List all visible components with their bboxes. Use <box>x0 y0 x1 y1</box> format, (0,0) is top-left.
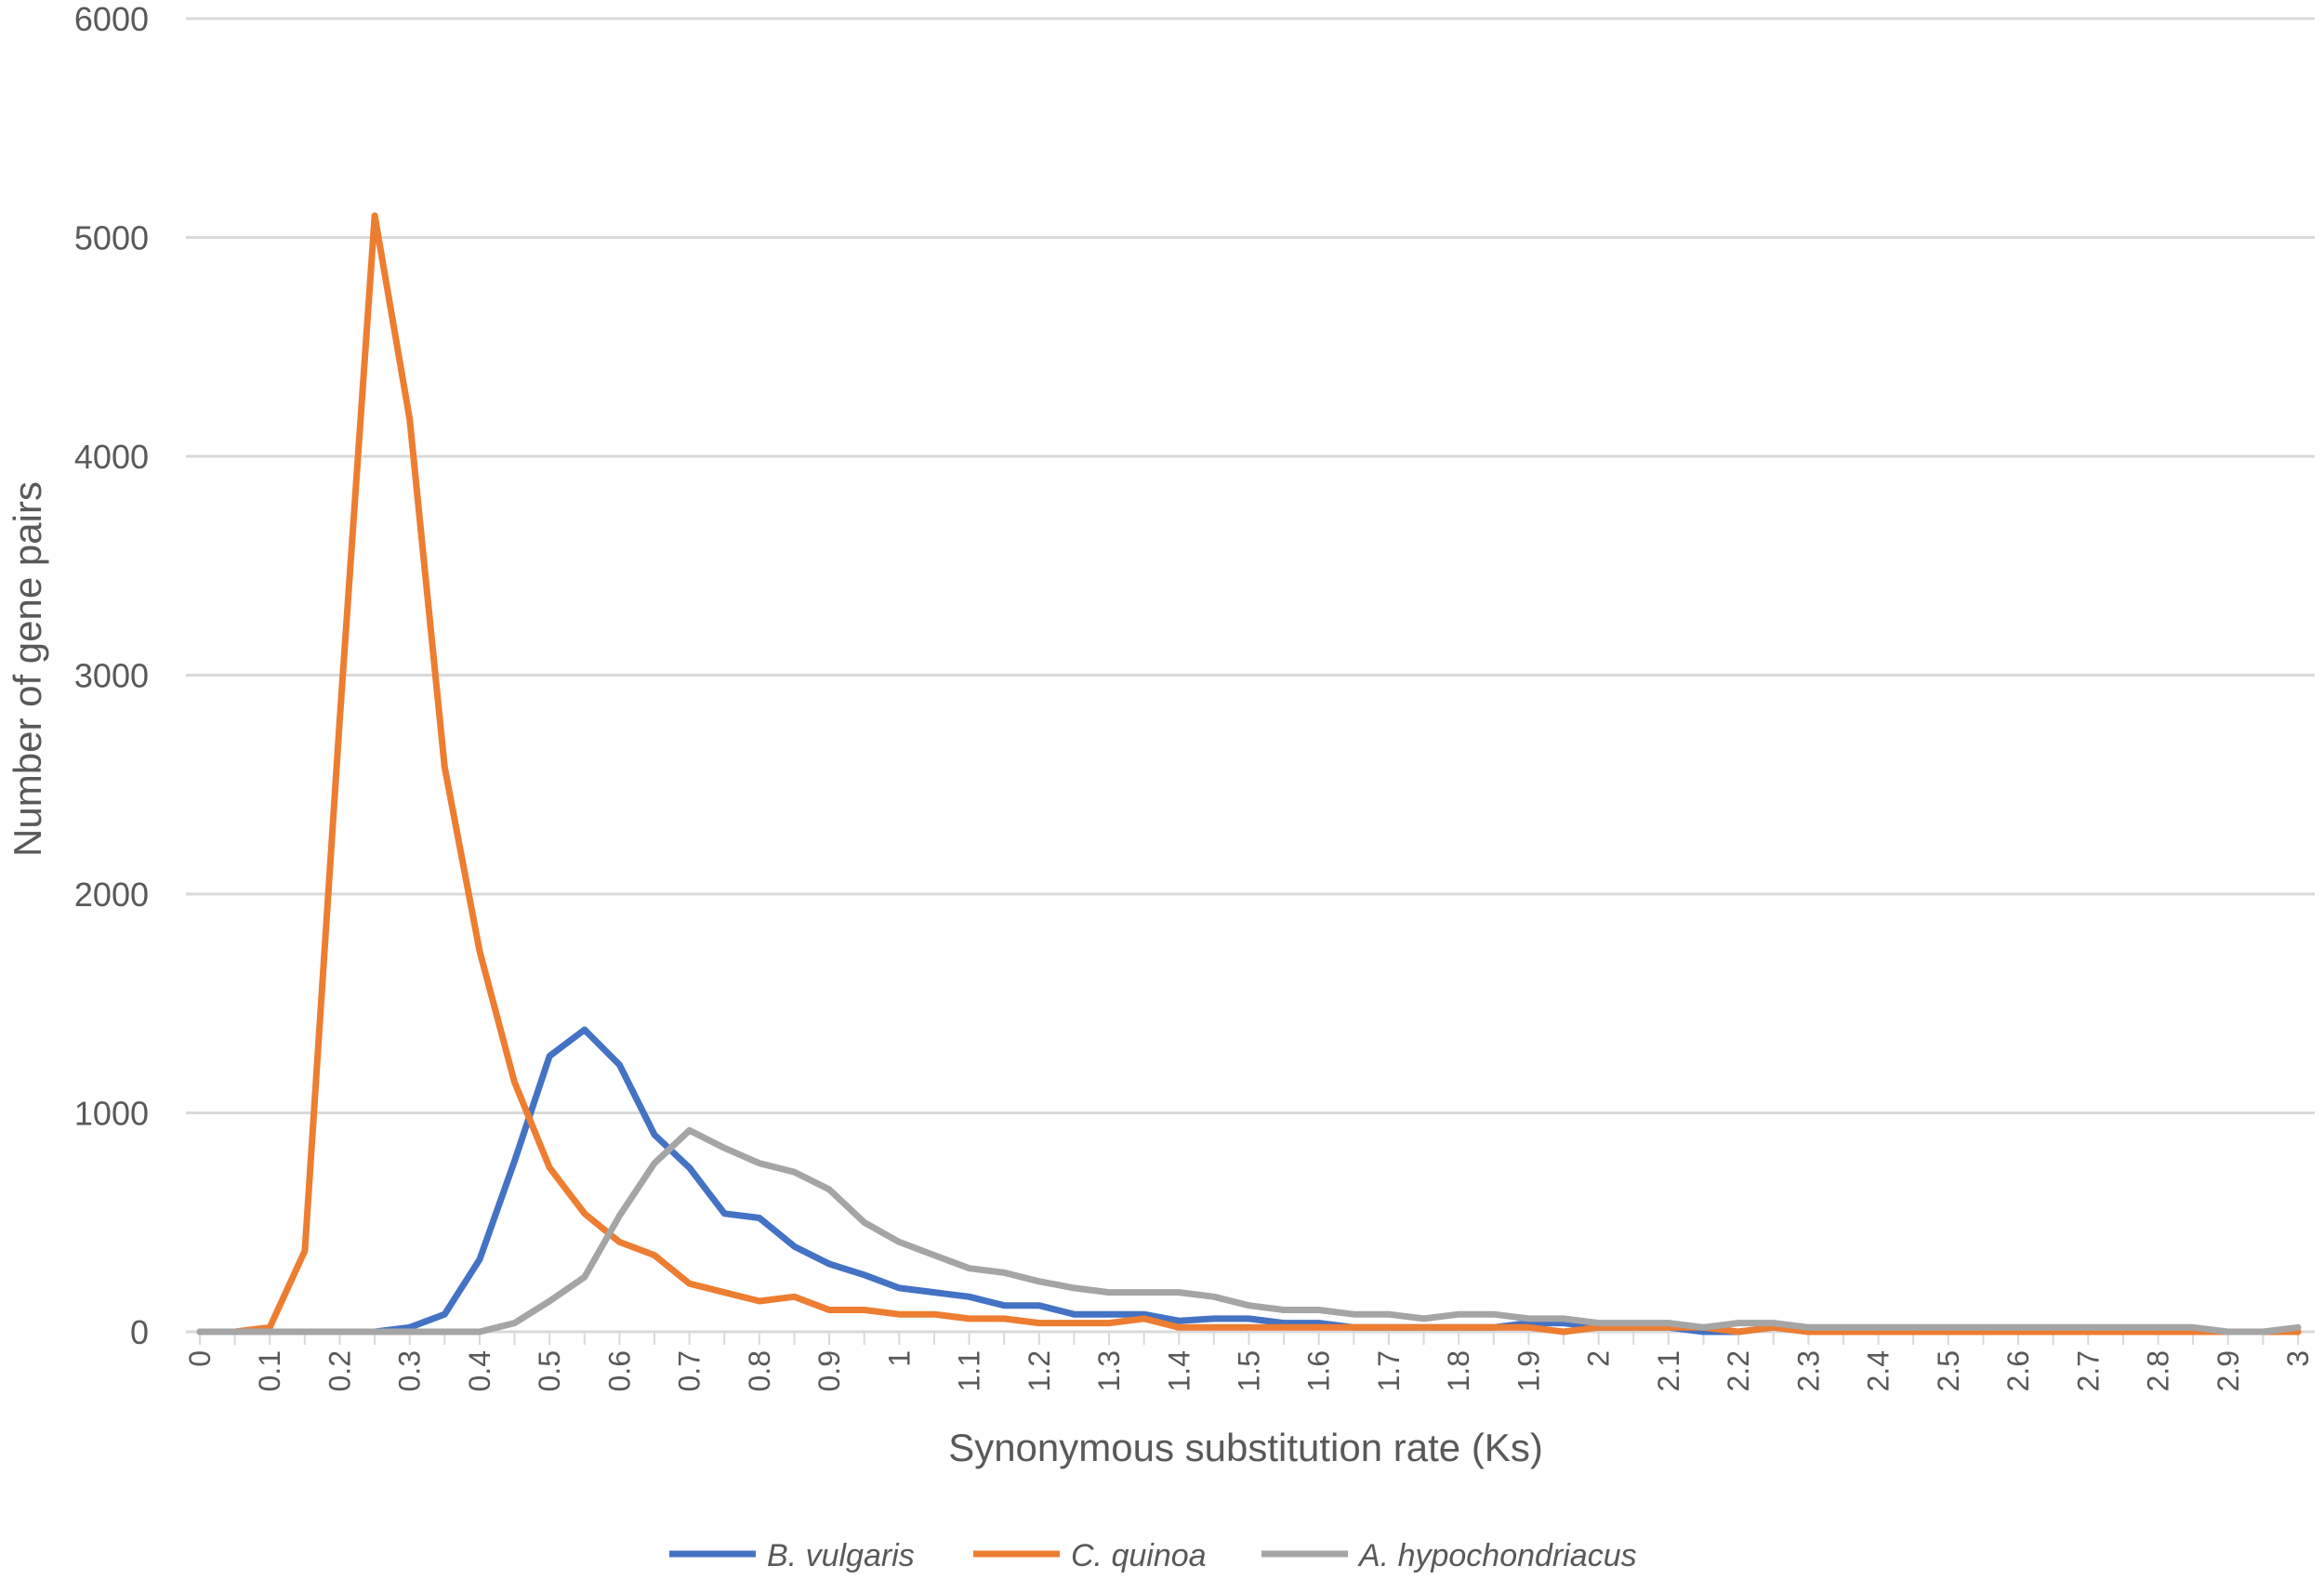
y-tick-label: 1000 <box>74 1095 149 1133</box>
y-tick-label: 3000 <box>74 657 149 695</box>
x-tick-label: 2.1 <box>1652 1350 1685 1391</box>
x-tick-label: 2.2 <box>1722 1350 1755 1391</box>
y-tick-label: 6000 <box>74 0 149 38</box>
x-tick-label: 1.1 <box>953 1350 986 1391</box>
x-tick-label: 2.5 <box>1932 1350 1965 1391</box>
x-tick-label: 0 <box>183 1350 217 1367</box>
x-tick-label: 0.5 <box>533 1350 566 1391</box>
x-tick-label: 2.7 <box>2071 1350 2105 1391</box>
y-tick-label: 0 <box>130 1313 149 1351</box>
x-tick-label: 0.4 <box>463 1350 496 1391</box>
x-tick-label: 2.9 <box>2212 1350 2245 1391</box>
x-tick-label: 0.8 <box>743 1350 776 1391</box>
x-tick-label: 0.2 <box>323 1350 356 1391</box>
legend-label: C. quinoa <box>1071 1538 1207 1573</box>
x-axis: 0 0.1 0.2 0.3 0.4 0.5 0.6 0.7 0.8 0.9 1 1.1 1.2 1.3 1.… <box>183 1330 2315 1391</box>
x-tick-label: 0.1 <box>253 1350 286 1391</box>
y-axis-title: Number of gene pairs <box>6 481 49 857</box>
x-tick-label: 3 <box>2281 1350 2315 1367</box>
y-tick-label: 5000 <box>74 219 149 257</box>
x-tick-label: 2.3 <box>1791 1350 1825 1391</box>
x-tick-label: 1.9 <box>1512 1350 1545 1391</box>
x-tick-label: 2.4 <box>1862 1350 1895 1391</box>
x-tick-label: 2.6 <box>2001 1350 2035 1391</box>
x-tick-label: 2.8 <box>2142 1350 2175 1391</box>
gridlines <box>186 17 2315 1114</box>
x-tick-label: 0.7 <box>673 1350 706 1391</box>
legend: B. vulgaris C. quinoa A. hypochondriacus <box>669 1538 1637 1573</box>
x-tick-label: 1 <box>882 1350 916 1367</box>
x-tick-label: 0.3 <box>393 1350 427 1391</box>
legend-label: B. vulgaris <box>767 1538 915 1573</box>
x-tick-label: 1.8 <box>1442 1350 1475 1391</box>
y-axis: 0 1000 2000 3000 4000 5000 6000 <box>74 0 149 1351</box>
x-tick-label: 1.5 <box>1233 1350 1266 1391</box>
x-tick-label: 1.7 <box>1372 1350 1406 1391</box>
series-line-2 <box>196 1126 2302 1335</box>
x-tick-label: 1.4 <box>1162 1350 1195 1391</box>
legend-label: A. hypochondriacus <box>1357 1538 1637 1573</box>
plot-area <box>196 212 2302 1335</box>
x-axis-title: Synonymous substitution rate (Ks) <box>948 1426 1543 1469</box>
y-tick-label: 4000 <box>74 438 149 476</box>
x-tick-label: 0.6 <box>602 1350 636 1391</box>
series-line-1 <box>196 212 2302 1335</box>
x-tick-label: 2 <box>1582 1350 1616 1367</box>
y-tick-label: 2000 <box>74 875 149 914</box>
x-tick-label: 1.3 <box>1092 1350 1126 1391</box>
x-tick-label: 1.2 <box>1023 1350 1056 1391</box>
x-tick-label: 1.6 <box>1302 1350 1336 1391</box>
x-tick-label: 0.9 <box>812 1350 846 1391</box>
